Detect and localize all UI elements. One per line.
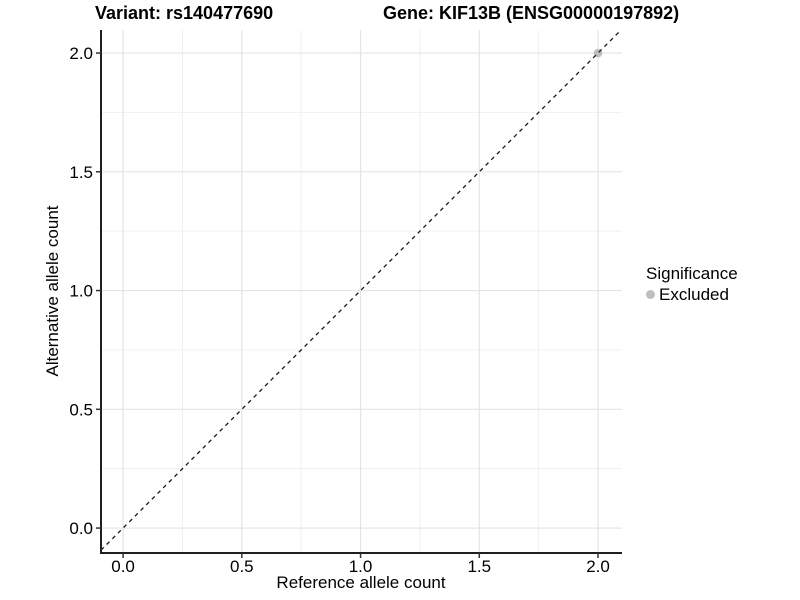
x-tick-label: 1.5 <box>467 557 491 576</box>
x-tick-label: 1.0 <box>349 557 373 576</box>
x-tick-label: 2.0 <box>586 557 610 576</box>
legend: Significance Excluded <box>646 263 738 305</box>
excluded-point-icon <box>646 290 655 299</box>
plot-title-gene: Gene: KIF13B (ENSG00000197892) <box>383 3 680 23</box>
legend-item-label: Excluded <box>659 285 729 304</box>
x-tick-label: 0.0 <box>111 557 135 576</box>
identity-reference-line <box>100 29 622 551</box>
x-axis-label: Reference allele count <box>276 573 446 592</box>
y-axis-label: Alternative allele count <box>43 205 62 377</box>
y-tick-label: 0.5 <box>69 400 93 419</box>
y-tick-label: 0.0 <box>69 519 93 538</box>
x-tick-label: 0.5 <box>230 557 254 576</box>
plot-title-variant: Variant: rs140477690 <box>95 3 274 23</box>
y-tick-label: 2.0 <box>69 44 93 63</box>
legend-title: Significance <box>646 264 738 283</box>
y-tick-label: 1.0 <box>69 282 93 301</box>
y-tick-label: 1.5 <box>69 163 93 182</box>
legend-item-excluded: Excluded <box>646 284 738 305</box>
